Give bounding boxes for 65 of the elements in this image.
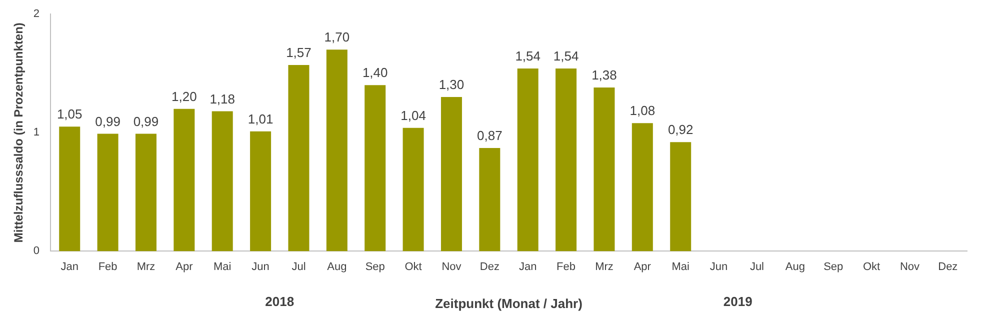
bar — [364, 85, 386, 252]
bar — [174, 108, 195, 252]
y-tick-label: 0 — [33, 245, 40, 258]
bar — [670, 142, 692, 252]
bar — [556, 68, 577, 252]
data-label: 1,20 — [172, 88, 197, 104]
x-axis-title: Zeitpunkt (Monat / Jahr) — [435, 296, 582, 311]
text: 2018 — [265, 294, 294, 310]
data-label: 1,05 — [56, 106, 82, 122]
bar — [594, 88, 615, 252]
data-label: 1,54 — [553, 48, 579, 64]
bar — [402, 128, 424, 252]
x-tick-label: Jul — [292, 260, 306, 273]
x-tick-label: Mai — [213, 260, 232, 273]
bar — [212, 111, 233, 252]
bar — [288, 65, 310, 252]
x-tick-label: Feb — [556, 260, 576, 273]
data-label: 1,01 — [248, 111, 274, 126]
data-label: 1,57 — [286, 45, 312, 60]
bar — [97, 134, 118, 252]
x-tick-label: Dez — [938, 260, 958, 273]
text: 2019 — [723, 294, 752, 310]
x-tick-label: Apr — [176, 260, 194, 273]
data-label: 1,54 — [515, 48, 541, 64]
data-label: 1,08 — [630, 103, 656, 118]
bar — [479, 148, 500, 252]
bar — [517, 68, 538, 252]
x-tick-label: Mrz — [136, 260, 156, 273]
x-tick-label: Apr — [634, 260, 652, 273]
data-label: 1,18 — [210, 91, 236, 106]
x-tick-label: Okt — [404, 260, 422, 273]
x-tick-label: Jul — [750, 260, 764, 273]
x-tick-label: Nov — [900, 260, 920, 273]
bar — [59, 126, 80, 252]
data-label: 0,92 — [668, 122, 694, 138]
bar — [250, 131, 272, 252]
bar — [135, 134, 156, 252]
data-label: 0,87 — [477, 128, 502, 144]
data-label: 1,04 — [400, 108, 426, 123]
data-label: 1,30 — [438, 77, 464, 92]
x-tick-label: Aug — [327, 260, 347, 273]
x-tick-label: Dez — [480, 260, 500, 273]
data-label: 1,40 — [362, 65, 388, 80]
y-tick-label: 1 — [33, 126, 40, 139]
x-tick-label: Nov — [442, 260, 462, 273]
x-tick-label: Jan — [518, 260, 537, 273]
bar — [632, 123, 653, 252]
x-tick-label: Sep — [824, 260, 844, 273]
x-tick-label: Mai — [672, 260, 690, 273]
data-label: 1,38 — [592, 68, 617, 83]
data-label: 0,99 — [95, 114, 120, 129]
x-tick-label: Aug — [785, 260, 805, 273]
x-tick-label: Mrz — [595, 260, 614, 273]
bar — [440, 97, 462, 252]
x-tick-label: Jun — [710, 260, 728, 273]
y-tick-label: 2 — [33, 8, 40, 20]
bar — [326, 50, 348, 252]
data-label: 1,70 — [324, 30, 350, 45]
x-tick-label: Jan — [60, 260, 78, 273]
x-tick-label: Jun — [252, 260, 270, 273]
data-label: 0,99 — [133, 114, 159, 129]
y-axis-title: Mittelzuflusssaldo (in Prozentpunkten) — [12, 22, 26, 243]
x-tick-label: Feb — [98, 260, 118, 273]
x-tick-label: Okt — [862, 260, 880, 273]
x-tick-label: Sep — [365, 260, 385, 273]
